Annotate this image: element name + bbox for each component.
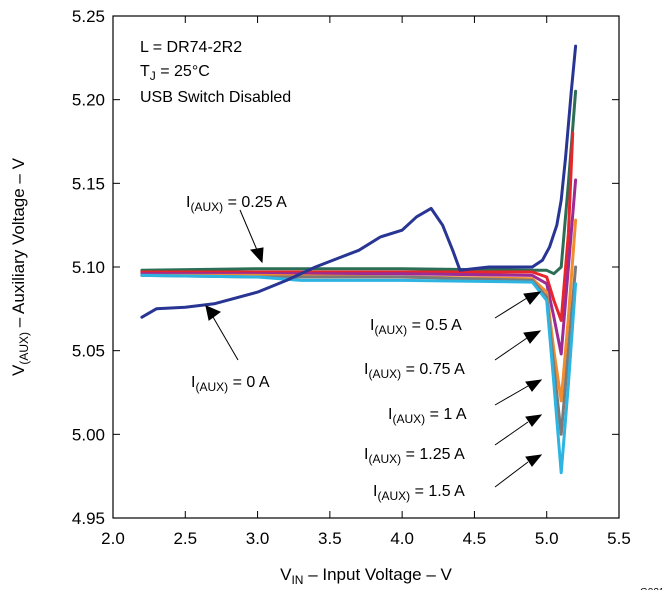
- y-tick-label: 5.15: [72, 174, 105, 193]
- x-tick-label: 5.0: [535, 529, 559, 548]
- x-tick-label: 3.0: [246, 529, 270, 548]
- y-tick-label: 5.25: [72, 7, 105, 26]
- x-tick-label: 3.5: [318, 529, 342, 548]
- series-lines: [140, 44, 578, 475]
- x-tick-label: 4.5: [463, 529, 487, 548]
- series-line-0: [140, 89, 578, 276]
- label-iaux-0.5: I(AUX) = 0.5 A: [370, 317, 462, 337]
- series-line-1: [140, 131, 575, 322]
- series-line-5: [140, 273, 578, 475]
- x-tick-labels: 2.0 2.5 3.0 3.5 4.0 4.5 5.0 5.5: [101, 529, 631, 548]
- label-iaux-0.25: I(AUX) = 0.25 A: [186, 194, 287, 214]
- y-tick-labels: 4.95 5.00 5.05 5.10 5.15 5.20 5.25: [72, 7, 105, 528]
- x-tick-label: 5.5: [607, 529, 631, 548]
- y-tick-label: 5.05: [72, 342, 105, 361]
- label-iaux-0: I(AUX) = 0 A: [191, 374, 270, 394]
- figure-id: G021: [640, 587, 662, 590]
- axis-ticks: [112, 15, 620, 519]
- series-line-2: [140, 178, 578, 356]
- x-axis-title: VIN – Input Voltage – V: [280, 565, 452, 587]
- y-tick-label: 5.00: [72, 425, 105, 444]
- x-tick-label: 2.0: [101, 529, 125, 548]
- y-tick-label: 5.10: [72, 258, 105, 277]
- condition-temperature: TJ = 25°C: [140, 63, 210, 83]
- y-tick-label: 5.20: [72, 91, 105, 110]
- x-tick-label: 4.0: [390, 529, 414, 548]
- conditions-box: [131, 32, 346, 114]
- condition-switch: USB Switch Disabled: [140, 89, 291, 106]
- x-tick-label: 2.5: [173, 529, 197, 548]
- annotation-arrows: [205, 209, 543, 488]
- label-iaux-0.75: I(AUX) = 0.75 A: [364, 361, 465, 381]
- y-axis-title: V(AUX) – Auxiliary Voltage – V: [9, 157, 31, 376]
- y-tick-label: 4.95: [72, 509, 105, 528]
- condition-inductor: L = DR74-2R2: [140, 39, 242, 56]
- label-iaux-1: I(AUX) = 1 A: [388, 406, 467, 426]
- series-line-6: [140, 44, 578, 319]
- label-iaux-1.25: I(AUX) = 1.25 A: [364, 446, 465, 466]
- series-line-4: [140, 265, 578, 436]
- label-iaux-1.5: I(AUX) = 1.5 A: [373, 483, 465, 503]
